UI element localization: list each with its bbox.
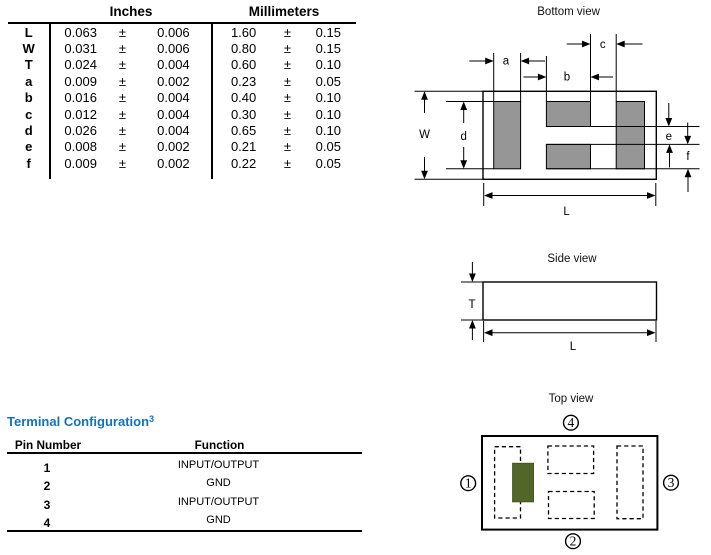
svg-text:b: b xyxy=(564,72,570,84)
svg-text:f: f xyxy=(686,151,690,163)
svg-text:2: 2 xyxy=(570,534,577,549)
svg-text:Side view: Side view xyxy=(547,253,597,265)
svg-text:d: d xyxy=(460,131,466,143)
svg-text:4: 4 xyxy=(568,415,575,430)
svg-text:Bottom view: Bottom view xyxy=(537,6,600,18)
svg-text:Top view: Top view xyxy=(549,393,594,405)
svg-text:W: W xyxy=(419,129,430,141)
svg-text:T: T xyxy=(468,299,475,311)
svg-text:3: 3 xyxy=(668,475,675,490)
svg-text:L: L xyxy=(563,206,570,218)
svg-text:1: 1 xyxy=(465,476,472,491)
svg-text:a: a xyxy=(503,56,510,68)
svg-text:L: L xyxy=(570,341,577,353)
svg-text:c: c xyxy=(600,39,606,51)
svg-text:e: e xyxy=(666,131,672,143)
